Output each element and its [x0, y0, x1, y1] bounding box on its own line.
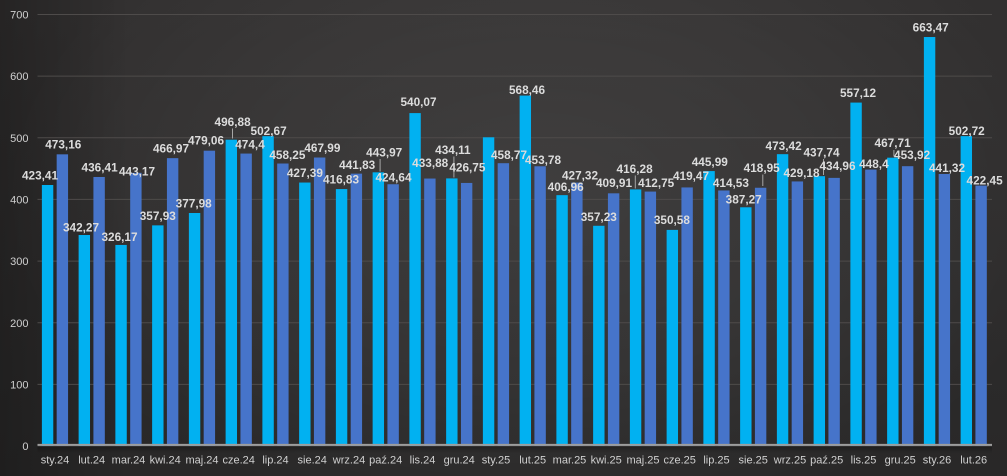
- svg-text:600: 600: [10, 71, 28, 83]
- svg-text:473,16: 473,16: [45, 138, 82, 152]
- svg-text:474,4: 474,4: [235, 138, 265, 152]
- svg-text:412,75: 412,75: [638, 176, 675, 190]
- svg-text:406,96: 406,96: [548, 180, 585, 194]
- svg-text:445,99: 445,99: [692, 155, 729, 169]
- svg-text:424,64: 424,64: [375, 171, 412, 185]
- svg-text:326,17: 326,17: [101, 230, 138, 244]
- svg-text:416,83: 416,83: [323, 173, 360, 187]
- svg-text:416,28: 416,28: [617, 162, 654, 176]
- svg-text:409,91: 409,91: [596, 176, 633, 190]
- svg-text:357,93: 357,93: [140, 209, 177, 223]
- svg-text:cze.24: cze.24: [222, 455, 254, 467]
- svg-text:473,42: 473,42: [766, 139, 803, 153]
- svg-text:419,47: 419,47: [673, 169, 710, 183]
- svg-text:wrz.25: wrz.25: [773, 455, 806, 467]
- svg-text:453,92: 453,92: [894, 148, 931, 162]
- svg-text:441,83: 441,83: [339, 158, 376, 172]
- svg-text:427,39: 427,39: [287, 166, 324, 180]
- svg-text:453,78: 453,78: [525, 153, 562, 167]
- svg-text:mar.24: mar.24: [112, 455, 146, 467]
- svg-text:sty.25: sty.25: [482, 455, 511, 467]
- svg-text:557,12: 557,12: [840, 86, 877, 100]
- svg-text:sty.24: sty.24: [41, 455, 70, 467]
- svg-text:443,97: 443,97: [366, 146, 403, 160]
- svg-text:502,72: 502,72: [949, 124, 986, 138]
- svg-text:mar.25: mar.25: [553, 455, 587, 467]
- svg-text:540,07: 540,07: [400, 95, 437, 109]
- svg-text:434,96: 434,96: [819, 159, 856, 173]
- svg-text:387,27: 387,27: [726, 193, 763, 207]
- svg-text:lip.25: lip.25: [703, 455, 729, 467]
- svg-text:441,32: 441,32: [929, 161, 966, 175]
- svg-text:426,75: 426,75: [449, 161, 486, 175]
- svg-text:663,47: 663,47: [913, 20, 950, 34]
- svg-text:414,53: 414,53: [713, 176, 750, 190]
- svg-text:467,71: 467,71: [875, 136, 912, 150]
- svg-text:lut.24: lut.24: [78, 455, 105, 467]
- svg-text:wrz.24: wrz.24: [332, 455, 365, 467]
- svg-text:100: 100: [10, 380, 28, 392]
- svg-text:paź.24: paź.24: [369, 455, 402, 467]
- svg-text:sie.25: sie.25: [739, 455, 768, 467]
- svg-text:0: 0: [22, 441, 28, 453]
- svg-text:448,4: 448,4: [859, 157, 889, 171]
- svg-text:lis.24: lis.24: [410, 455, 436, 467]
- svg-text:502,67: 502,67: [251, 124, 288, 138]
- svg-text:lut.26: lut.26: [960, 455, 987, 467]
- svg-text:lip.24: lip.24: [262, 455, 288, 467]
- svg-text:357,23: 357,23: [581, 210, 618, 224]
- svg-text:377,98: 377,98: [176, 196, 213, 210]
- svg-text:350,58: 350,58: [654, 213, 691, 227]
- svg-text:gru.24: gru.24: [444, 455, 475, 467]
- svg-text:436,41: 436,41: [82, 160, 119, 174]
- svg-text:700: 700: [10, 10, 28, 22]
- svg-text:568,46: 568,46: [509, 83, 546, 97]
- svg-text:sty.26: sty.26: [923, 455, 952, 467]
- svg-text:437,74: 437,74: [803, 146, 840, 160]
- svg-text:kwi.25: kwi.25: [591, 455, 622, 467]
- svg-text:418,95: 418,95: [744, 161, 781, 175]
- svg-text:kwi.24: kwi.24: [150, 455, 181, 467]
- svg-text:gru.25: gru.25: [885, 455, 916, 467]
- svg-text:200: 200: [10, 318, 28, 330]
- svg-text:400: 400: [10, 195, 28, 207]
- svg-text:300: 300: [10, 256, 28, 268]
- svg-text:458,25: 458,25: [269, 148, 306, 162]
- svg-text:479,06: 479,06: [188, 134, 225, 148]
- svg-text:427,32: 427,32: [562, 169, 599, 183]
- svg-text:443,17: 443,17: [119, 165, 156, 179]
- svg-text:433,88: 433,88: [412, 156, 449, 170]
- svg-text:maj.25: maj.25: [626, 455, 659, 467]
- svg-text:maj.24: maj.24: [185, 455, 218, 467]
- svg-text:458,77: 458,77: [491, 148, 528, 162]
- svg-text:cze.25: cze.25: [663, 455, 695, 467]
- svg-text:sie.24: sie.24: [298, 455, 327, 467]
- svg-text:423,41: 423,41: [22, 169, 59, 183]
- svg-text:467,99: 467,99: [304, 141, 341, 155]
- svg-text:496,88: 496,88: [215, 115, 252, 129]
- svg-text:434,11: 434,11: [435, 143, 471, 157]
- svg-text:paź.25: paź.25: [810, 455, 843, 467]
- svg-text:500: 500: [10, 133, 28, 145]
- svg-text:429,18: 429,18: [783, 166, 820, 180]
- svg-text:466,97: 466,97: [153, 142, 190, 156]
- svg-text:lis.25: lis.25: [851, 455, 877, 467]
- svg-text:lut.25: lut.25: [519, 455, 546, 467]
- svg-text:422,45: 422,45: [967, 174, 1004, 188]
- svg-text:342,27: 342,27: [63, 221, 100, 235]
